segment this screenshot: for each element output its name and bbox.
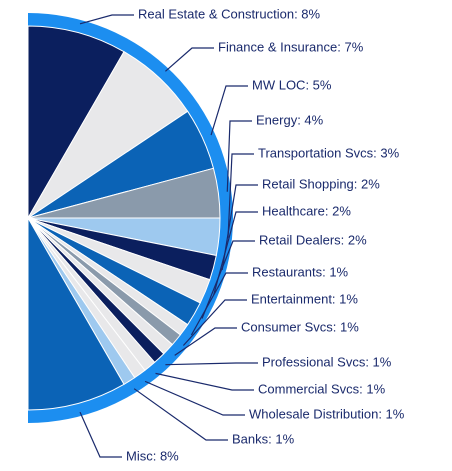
leader-line	[182, 299, 247, 346]
slice-label: Transportation Svcs: 3%	[258, 145, 400, 160]
slice	[27, 216, 125, 411]
slice-label: Entertainment: 1%	[251, 291, 358, 306]
leader-line	[133, 388, 228, 441]
leader-line	[165, 47, 214, 72]
slice-label: Banks: 1%	[232, 431, 295, 446]
leader-line	[155, 372, 254, 391]
slice-label: Professional Svcs: 1%	[262, 354, 392, 369]
leader-line	[79, 14, 134, 25]
slice-label: Restaurants: 1%	[252, 264, 349, 279]
slice-label: MW LOC: 5%	[252, 77, 332, 92]
leader-line	[201, 240, 255, 319]
leader-line	[221, 184, 258, 271]
leader-line	[226, 120, 252, 192]
leader-line	[213, 211, 258, 296]
leader-line	[227, 153, 254, 238]
slice	[27, 25, 125, 220]
slice-label: Retail Dealers: 2%	[259, 232, 367, 247]
leader-line	[174, 327, 237, 356]
slice-label: Real Estate & Construction: 8%	[138, 6, 321, 21]
slice-label: Commercial Svcs: 1%	[258, 381, 386, 396]
leader-line	[165, 362, 258, 366]
slice-label: Healthcare: 2%	[262, 203, 351, 218]
leader-line	[210, 85, 248, 136]
leader-line	[190, 272, 248, 336]
slice-label: Wholesale Distribution: 1%	[249, 406, 405, 421]
slice-label: Retail Shopping: 2%	[262, 176, 380, 191]
leader-line	[79, 411, 122, 458]
slice-label: Finance & Insurance: 7%	[218, 39, 364, 54]
leader-line	[144, 380, 245, 416]
slice-label: Energy: 4%	[256, 112, 324, 127]
slice-label: Consumer Svcs: 1%	[241, 319, 359, 334]
slice-label: Misc: 8%	[126, 448, 179, 463]
